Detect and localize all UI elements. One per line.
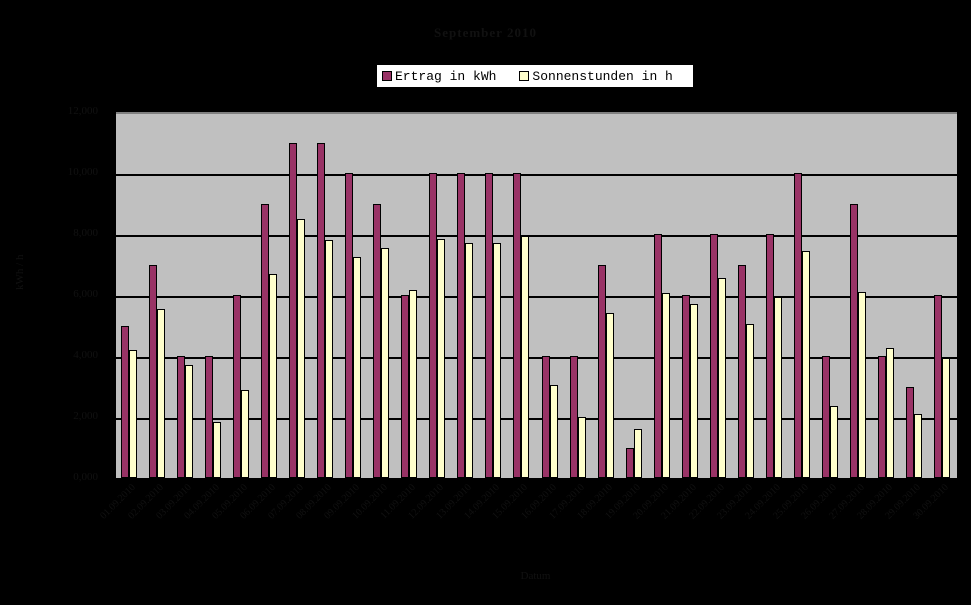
gridline bbox=[116, 357, 957, 359]
bar-ertrag bbox=[317, 142, 326, 478]
bar-sonnenstunden bbox=[437, 238, 446, 478]
bar-sonnenstunden bbox=[241, 389, 250, 478]
bar-ertrag bbox=[149, 264, 158, 478]
bar-sonnenstunden bbox=[857, 291, 866, 478]
bar-ertrag bbox=[653, 234, 662, 478]
bar-ertrag bbox=[821, 356, 830, 478]
bar-sonnenstunden bbox=[717, 278, 726, 478]
plot-area bbox=[116, 112, 957, 480]
bar-sonnenstunden bbox=[353, 256, 362, 478]
bar-sonnenstunden bbox=[157, 308, 166, 478]
bar-sonnenstunden bbox=[325, 240, 334, 478]
bar-ertrag bbox=[681, 295, 690, 478]
bar-sonnenstunden bbox=[129, 349, 137, 478]
bar-ertrag bbox=[849, 203, 858, 478]
bar-ertrag bbox=[345, 173, 354, 478]
bar-ertrag bbox=[401, 295, 410, 478]
bar-sonnenstunden bbox=[913, 413, 922, 478]
bar-sonnenstunden bbox=[549, 384, 558, 478]
bar-ertrag bbox=[709, 234, 718, 478]
bar-sonnenstunden bbox=[885, 348, 894, 478]
bar-ertrag bbox=[485, 173, 494, 478]
bar-sonnenstunden bbox=[829, 406, 838, 478]
bar-ertrag bbox=[233, 295, 242, 478]
bar-ertrag bbox=[933, 295, 942, 478]
bar-ertrag bbox=[177, 356, 186, 478]
bar-sonnenstunden bbox=[269, 273, 278, 478]
chart-legend: Ertrag in kWh Sonnenstunden in h bbox=[377, 65, 693, 87]
bar-ertrag bbox=[205, 356, 214, 478]
gridline bbox=[116, 418, 957, 420]
legend-label-sonnenstunden: Sonnenstunden in h bbox=[532, 68, 673, 84]
y-tick-label: 2,000 bbox=[73, 410, 98, 422]
bar-sonnenstunden bbox=[941, 357, 950, 478]
bar-ertrag bbox=[289, 142, 298, 478]
bar-ertrag bbox=[121, 325, 129, 478]
bar-sonnenstunden bbox=[689, 304, 698, 478]
bar-sonnenstunden bbox=[213, 421, 222, 478]
bar-sonnenstunden bbox=[633, 429, 642, 478]
y-tick-label: 0,000 bbox=[73, 471, 98, 483]
y-tick-label: 4,000 bbox=[73, 349, 98, 361]
bar-ertrag bbox=[373, 203, 382, 478]
legend-item-ertrag: Ertrag in kWh bbox=[382, 69, 496, 84]
bar-ertrag bbox=[737, 264, 746, 478]
legend-swatch-ertrag bbox=[382, 71, 392, 81]
bar-ertrag bbox=[625, 447, 634, 478]
bar-ertrag bbox=[429, 173, 438, 478]
bar-ertrag bbox=[765, 234, 774, 478]
x-axis-label: Datum bbox=[520, 570, 551, 582]
gridline bbox=[116, 174, 957, 176]
bar-sonnenstunden bbox=[773, 296, 782, 478]
x-tick-label: 30.09.2010 bbox=[911, 482, 951, 522]
y-tick-label: 8,000 bbox=[73, 227, 98, 239]
bar-sonnenstunden bbox=[381, 247, 390, 478]
bar-sonnenstunden bbox=[493, 243, 502, 478]
bar-sonnenstunden bbox=[297, 218, 306, 478]
y-tick-label: 10,000 bbox=[67, 166, 98, 178]
legend-item-sonnenstunden: Sonnenstunden in h bbox=[519, 68, 673, 84]
bar-sonnenstunden bbox=[521, 235, 530, 478]
chart-title: September 2010 bbox=[434, 25, 537, 40]
y-tick-label: 12,000 bbox=[67, 105, 98, 117]
bar-ertrag bbox=[541, 356, 550, 478]
bar-sonnenstunden bbox=[185, 365, 194, 478]
bar-sonnenstunden bbox=[605, 313, 614, 478]
bar-sonnenstunden bbox=[577, 417, 586, 478]
bar-ertrag bbox=[457, 173, 466, 478]
bar-sonnenstunden bbox=[801, 250, 810, 478]
bar-ertrag bbox=[597, 264, 606, 478]
bar-ertrag bbox=[877, 356, 886, 478]
x-axis-line bbox=[116, 478, 957, 480]
bar-sonnenstunden bbox=[409, 290, 418, 478]
bar-ertrag bbox=[793, 173, 802, 478]
y-tick-label: 6,000 bbox=[73, 288, 98, 300]
legend-label-ertrag: Ertrag in kWh bbox=[395, 68, 497, 84]
bar-sonnenstunden bbox=[745, 323, 754, 478]
bar-ertrag bbox=[905, 386, 914, 478]
legend-swatch-sonnenstunden bbox=[519, 71, 530, 81]
bar-ertrag bbox=[513, 173, 522, 478]
y-axis-label: kWh / h bbox=[14, 254, 26, 290]
bar-ertrag bbox=[261, 203, 270, 478]
gridline bbox=[116, 296, 957, 298]
y-axis-line bbox=[112, 112, 116, 480]
bar-sonnenstunden bbox=[661, 293, 670, 478]
bar-sonnenstunden bbox=[465, 243, 474, 478]
gridline bbox=[116, 235, 957, 237]
bar-ertrag bbox=[569, 356, 578, 478]
